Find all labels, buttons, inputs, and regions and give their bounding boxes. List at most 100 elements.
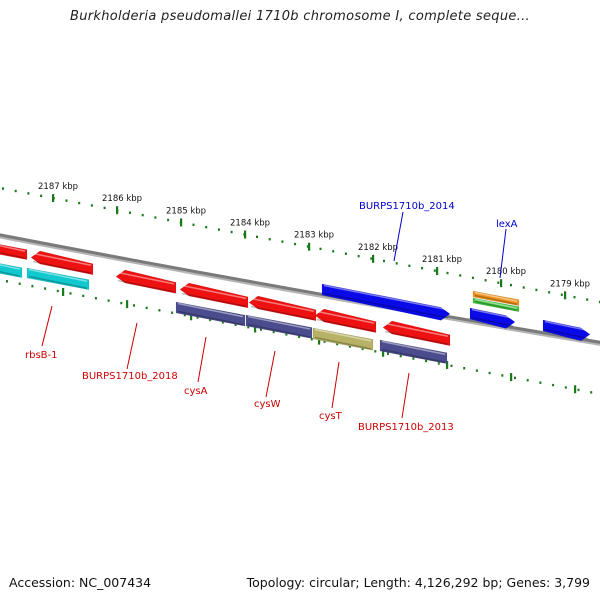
lower-tick-scale: [6, 280, 593, 394]
major-tick: [244, 230, 247, 239]
feature-purple-2-body[interactable]: [379, 339, 448, 365]
feature-red-2[interactable]: [115, 269, 177, 294]
gene-label[interactable]: cysT: [319, 411, 343, 422]
feature-cyan-1-body[interactable]: [26, 267, 90, 291]
feature-red-0[interactable]: [0, 243, 28, 260]
scale-dot: [437, 362, 440, 365]
feature-blue-0-shadow: [323, 292, 449, 319]
scale-dot: [459, 274, 462, 277]
scale-dot: [94, 297, 97, 300]
feature-red-1-highlight: [32, 252, 92, 267]
scale-dot: [497, 281, 500, 284]
scale-dot: [82, 294, 85, 298]
feature-red-5-body[interactable]: [314, 308, 377, 333]
scale-label: 2185 kbp: [166, 206, 206, 216]
major-tick: [318, 336, 321, 345]
feature-red-3-body[interactable]: [179, 282, 249, 309]
callout-line: [499, 228, 507, 279]
feature-orange-0-shadow: [474, 294, 518, 305]
scale-label: 2180 kbp: [486, 267, 526, 277]
feature-blue-0[interactable]: [321, 283, 451, 321]
feature-khaki-0-highlight: [314, 328, 372, 342]
feature-red-5[interactable]: [314, 308, 377, 333]
feature-red-5-shadow: [316, 318, 375, 332]
feature-orange-0[interactable]: [472, 290, 520, 307]
gene-label[interactable]: cysA: [184, 386, 208, 397]
feature-blue-0-highlight: [323, 284, 449, 311]
scale-dot: [306, 245, 309, 248]
major-tick: [126, 300, 129, 309]
callout-line: [331, 361, 340, 409]
feature-green-0-body[interactable]: [472, 297, 520, 313]
feature-orange-0-body[interactable]: [472, 290, 520, 307]
feature-red-1-body[interactable]: [30, 250, 94, 276]
feature-red-2-highlight: [117, 271, 175, 285]
gene-callout-burps1710b-2013[interactable]: BURPS1710b_2013: [358, 372, 454, 433]
feature-red-0-body[interactable]: [0, 243, 28, 260]
feature-red-6[interactable]: [382, 320, 451, 347]
gene-callout-cysw[interactable]: cysW: [254, 350, 281, 410]
feature-red-6-body[interactable]: [382, 320, 451, 347]
gene-callout-cysa[interactable]: cysA: [184, 336, 208, 397]
feature-purple-1-body[interactable]: [245, 314, 313, 339]
scale-dot: [167, 218, 170, 222]
feature-purple-0-body[interactable]: [175, 301, 246, 327]
gene-callout-rbsb-1[interactable]: rbsB-1: [25, 305, 58, 361]
gene-label[interactable]: BURPS1710b_2014: [359, 201, 455, 212]
map-title: Burkholderia pseudomallei 1710b chromoso…: [69, 9, 530, 24]
gene-callouts: rbsB-1 BURPS1710b_2018 cysA cysW cysT BURPS17…: [25, 201, 518, 433]
gene-features[interactable]: [0, 243, 591, 365]
gene-callout-burps1710b-2014[interactable]: BURPS1710b_2014: [359, 201, 455, 262]
feature-blue-0-body[interactable]: [321, 283, 451, 321]
scale-dot: [310, 338, 313, 341]
feature-red-2-body[interactable]: [115, 269, 177, 294]
feature-purple-2-shadow: [381, 348, 446, 363]
feature-red-3[interactable]: [179, 282, 249, 309]
scale-dot: [272, 330, 275, 334]
feature-khaki-0[interactable]: [312, 327, 374, 351]
gene-callout-burps1710b-2018[interactable]: BURPS1710b_2018: [82, 322, 178, 382]
callout-line: [41, 305, 53, 347]
feature-red-4[interactable]: [248, 295, 317, 322]
major-tick: [308, 242, 311, 251]
feature-cyan-1[interactable]: [26, 267, 90, 291]
feature-blue-2[interactable]: [542, 319, 591, 342]
scale-dot: [374, 350, 377, 353]
feature-blue-2-body[interactable]: [542, 319, 591, 342]
gene-label[interactable]: cysW: [254, 399, 281, 410]
feature-green-0[interactable]: [472, 297, 520, 313]
scale-dot: [484, 279, 487, 282]
gene-label[interactable]: rbsB-1: [25, 350, 58, 361]
scale-dot: [488, 371, 491, 375]
feature-blue-1[interactable]: [469, 307, 516, 329]
feature-purple-0[interactable]: [175, 301, 246, 327]
feature-red-4-body[interactable]: [248, 295, 317, 322]
scale-dot: [183, 313, 186, 317]
gene-label[interactable]: BURPS1710b_2013: [358, 422, 454, 433]
scale-dot: [348, 345, 351, 348]
scale-label: 2186 kbp: [102, 194, 142, 204]
feature-red-1[interactable]: [30, 250, 94, 276]
feature-purple-2[interactable]: [379, 339, 448, 365]
feature-purple-1[interactable]: [245, 314, 313, 339]
feature-cyan-0-body[interactable]: [0, 262, 23, 279]
feature-green-0-highlight: [474, 298, 518, 309]
scale-dot: [171, 311, 174, 314]
feature-blue-1-body[interactable]: [469, 307, 516, 329]
scale-dot: [552, 383, 555, 387]
scale-dot: [586, 298, 589, 301]
upper-tick-scale: [2, 187, 600, 304]
scale-dot: [298, 335, 301, 339]
scale-dot: [27, 192, 30, 195]
scale-dot: [2, 187, 4, 190]
feature-cyan-0[interactable]: [0, 262, 23, 279]
feature-khaki-0-body[interactable]: [312, 327, 374, 351]
feature-red-6-shadow: [384, 330, 449, 345]
scale-dot: [383, 259, 385, 263]
gene-label[interactable]: BURPS1710b_2018: [82, 371, 178, 382]
gene-callout-cyst[interactable]: cysT: [319, 361, 343, 422]
gene-callout-lexa[interactable]: lexA: [496, 219, 518, 279]
major-tick: [446, 360, 449, 369]
gene-label[interactable]: lexA: [496, 219, 518, 230]
